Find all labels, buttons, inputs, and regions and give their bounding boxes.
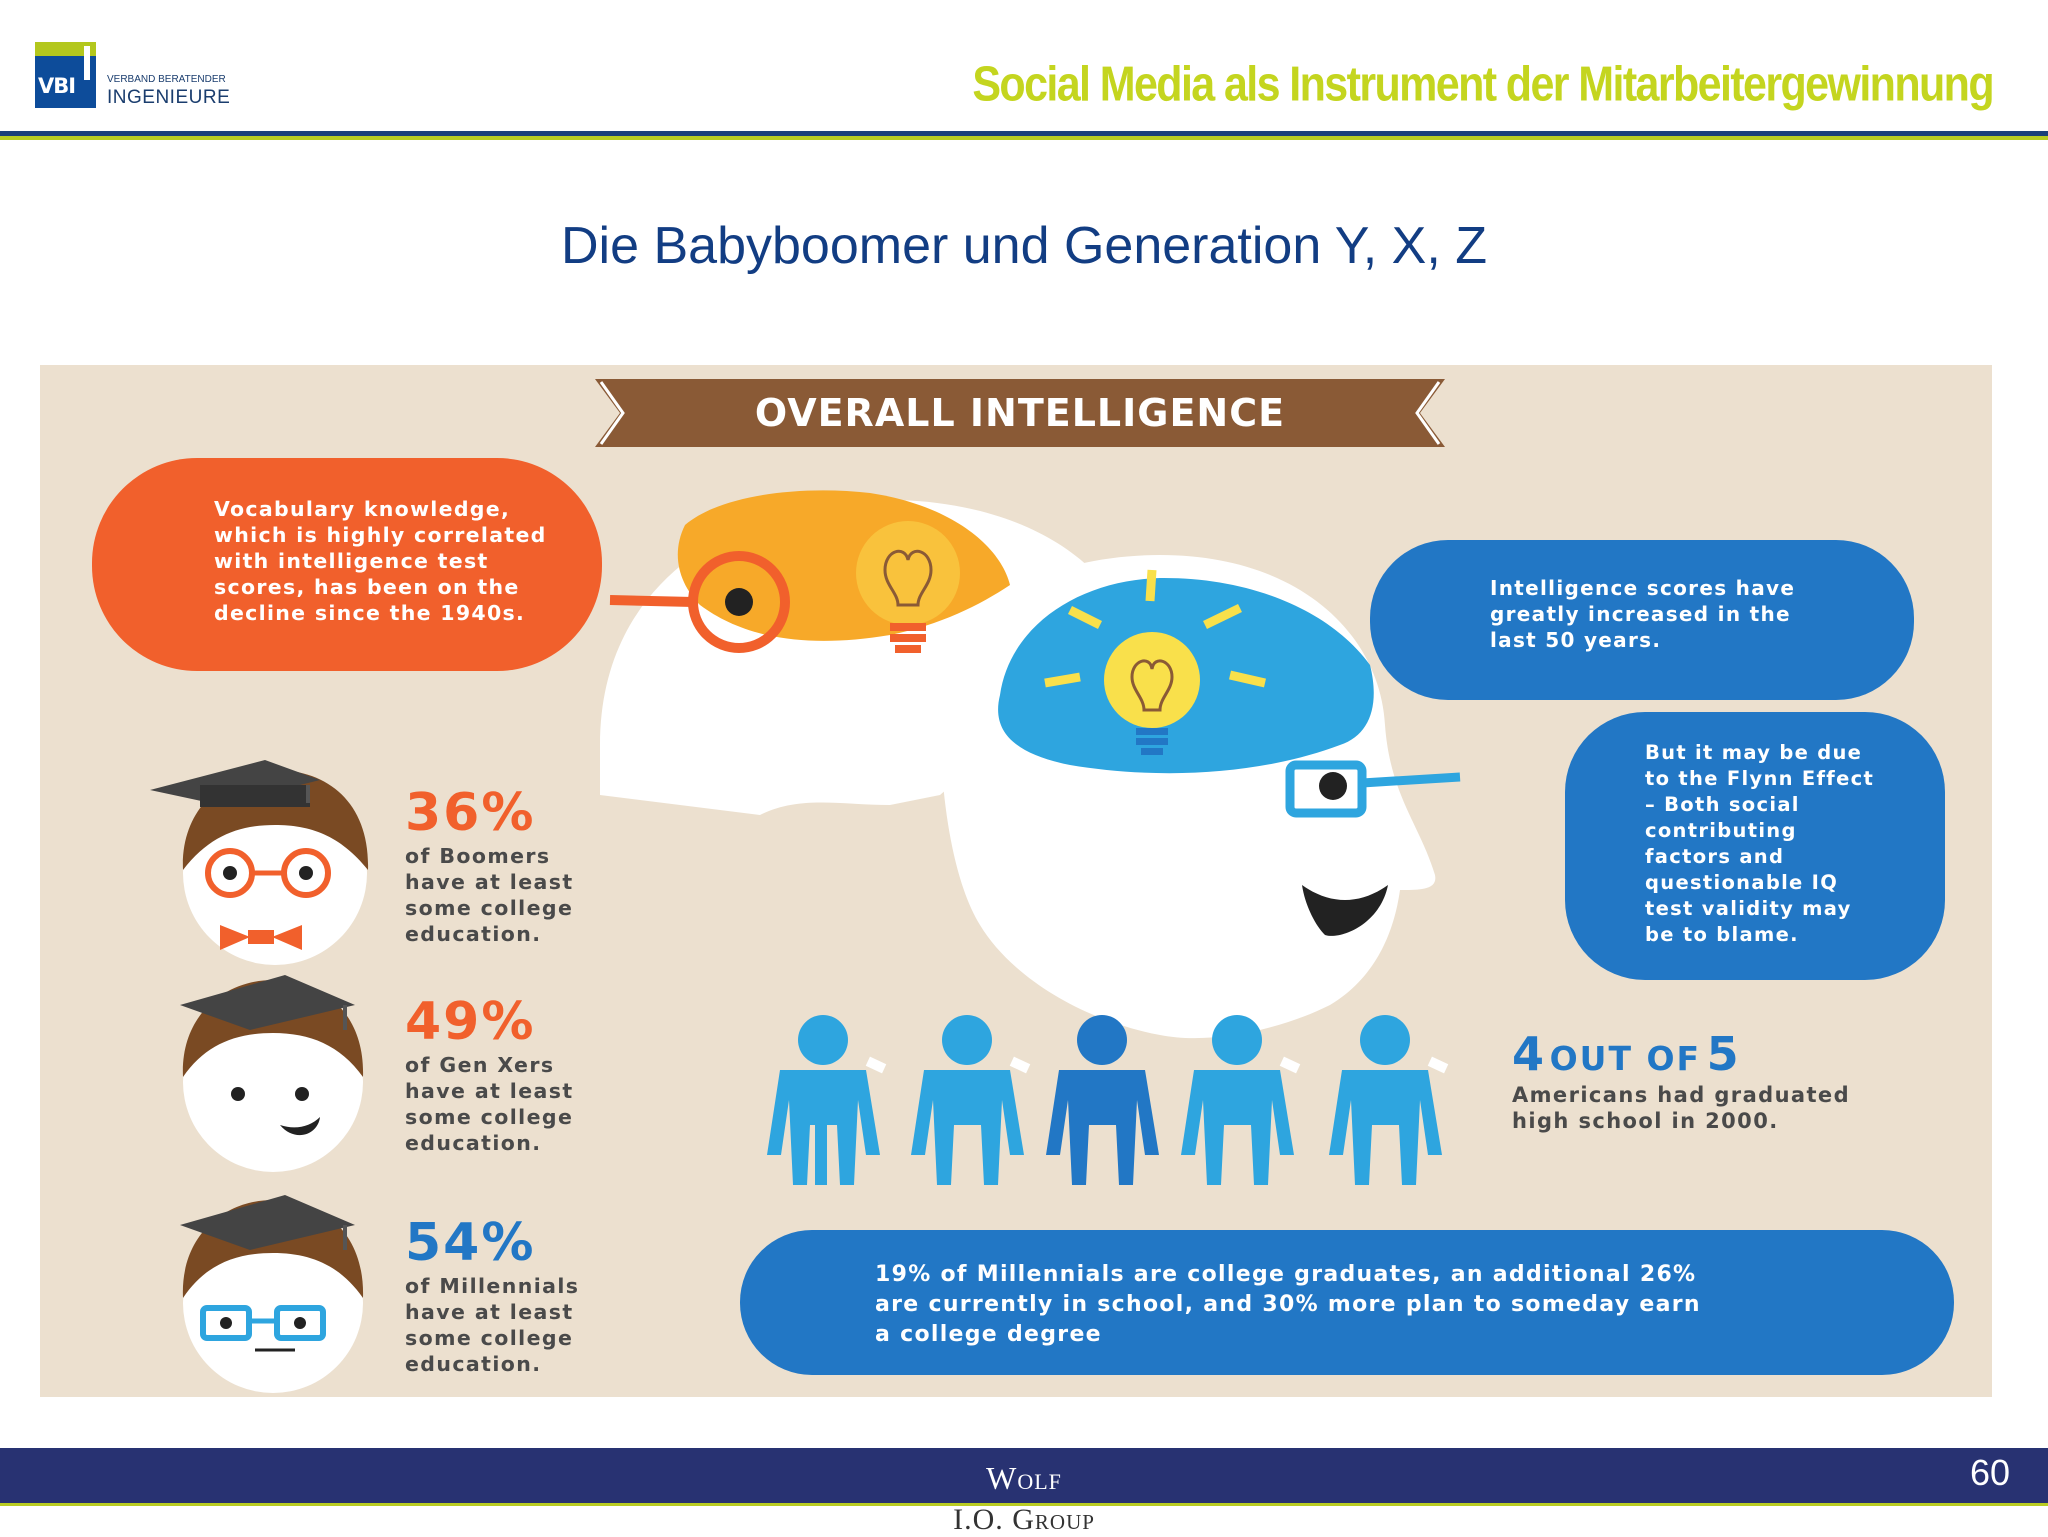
stat-millennials-percent: 54% xyxy=(405,1213,536,1273)
footer-subtitle: I.O. Group xyxy=(953,1503,1095,1536)
boomer-large-head xyxy=(600,490,1140,815)
logo-line2: INGENIEURE xyxy=(107,87,231,108)
header-rule xyxy=(0,131,2048,136)
header-rule-accent xyxy=(0,136,2048,140)
footer-name: Wolf xyxy=(986,1460,1062,1496)
footer-rule xyxy=(0,1503,2048,1506)
flynn-bubble: But it may be due to the Flynn Effect – … xyxy=(1565,712,1945,980)
genx-small-head xyxy=(180,975,364,1172)
page-number: 60 xyxy=(1969,1452,2010,1493)
slide-title: Die Babyboomer und Generation Y, X, Z xyxy=(561,217,1487,275)
millennial-small-head xyxy=(180,1195,364,1393)
stat-millennials-text: of Millennials have at least some colleg… xyxy=(405,1274,580,1376)
footer-bar xyxy=(0,1448,2048,1503)
logo-line1: VERBAND BERATENDER xyxy=(107,74,226,85)
banner-title: OVERALL INTELLIGENCE xyxy=(754,391,1286,435)
graduates-text: Americans had graduated high school in 2… xyxy=(1512,1083,1851,1133)
illustration-layer xyxy=(150,490,1461,1393)
scores-bubble: Intelligence scores have greatly increas… xyxy=(1370,540,1914,700)
boomer-small-head xyxy=(150,760,369,965)
infographic: OVERALL INTELLIGENCE xyxy=(40,365,1992,1397)
vocabulary-bubble: Vocabulary knowledge, which is highly co… xyxy=(92,458,602,671)
stat-genx-percent: 49% xyxy=(405,992,536,1052)
graduates-figures xyxy=(767,1015,1449,1185)
banner-ribbon xyxy=(595,379,1445,447)
millennials-bubble: 19% of Millennials are college graduates… xyxy=(740,1230,1954,1375)
logo-abbr: VBI xyxy=(38,74,76,98)
stat-boomers-text: of Boomers have at least some college ed… xyxy=(405,844,574,946)
header-title: Social Media als Instrument der Mitarbei… xyxy=(972,57,1994,113)
vbi-logo: VBI VERBAND BERATENDER INGENIEURE xyxy=(35,42,230,108)
stat-genx-text: of Gen Xers have at least some college e… xyxy=(405,1053,574,1155)
millennial-large-head xyxy=(940,555,1461,1039)
graduates-count: 4 OUT OF 5 xyxy=(1512,1027,1739,1081)
logo-mark: VBI xyxy=(35,42,96,108)
stat-boomers-percent: 36% xyxy=(405,783,536,843)
